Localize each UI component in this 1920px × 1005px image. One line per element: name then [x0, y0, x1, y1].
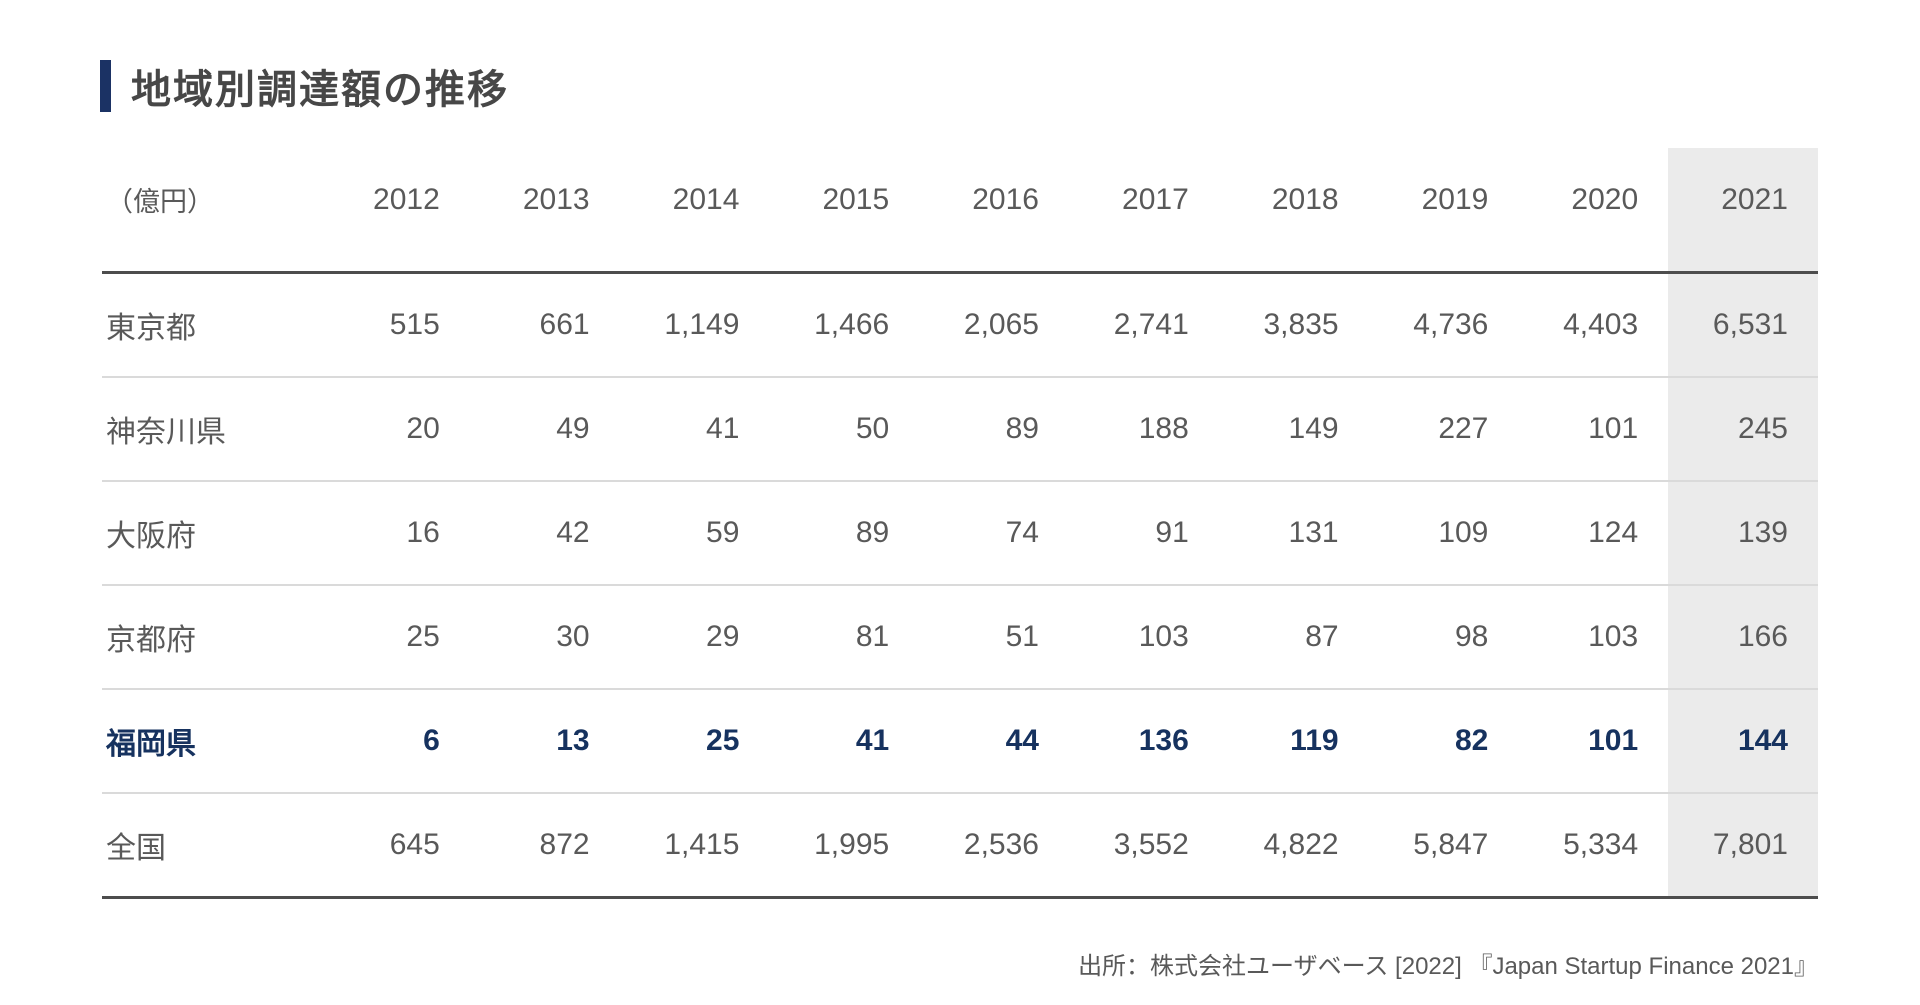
- value-cell: 2,536: [919, 792, 1069, 899]
- value-cell: 44: [919, 688, 1069, 793]
- value-cell: 29: [619, 584, 770, 689]
- value-cell: 2,065: [963, 308, 1039, 341]
- region-label: 福岡県: [102, 688, 320, 793]
- year-header: 2019: [1368, 148, 1519, 274]
- value-cell: 50: [769, 376, 920, 481]
- page-title: 地域別調達額の推移: [131, 68, 509, 112]
- value-cell: 1,415: [619, 792, 770, 899]
- value-cell: 41: [619, 376, 770, 481]
- value-cell: 81: [769, 584, 920, 689]
- value-cell: 74: [919, 480, 1069, 585]
- region-label: 大阪府: [102, 480, 320, 585]
- value-cell: 25: [619, 688, 770, 793]
- unit-label: （億円）: [102, 148, 320, 274]
- year-header: 2020: [1518, 148, 1669, 274]
- region-label: 全国: [102, 792, 320, 899]
- value-cell: 1,149: [664, 308, 740, 341]
- value-cell: 98: [1368, 584, 1519, 689]
- value-cell: 515: [389, 308, 440, 341]
- value-cell: 101: [1518, 376, 1669, 481]
- table-row: 大阪府 16 42 59 89 74 91 131 109 124 139: [102, 480, 1818, 585]
- table-container: （億円） 2012 2013 2014 2015 2016 2017 2018 2019 202…: [102, 148, 1818, 899]
- value-cell: 109: [1368, 480, 1519, 585]
- source-attribution: 出所：株式会社ユーザベース [2022] 『Japan Startup Fina…: [1078, 953, 1818, 980]
- value-cell: 82: [1368, 688, 1519, 793]
- value-cell: 41: [769, 688, 920, 793]
- table-row: 全国 645 872 1,415 1,995 2,536 3,552 4,822 5,847 5,…: [102, 792, 1818, 899]
- value-cell: 30: [469, 584, 620, 689]
- value-cell: 103: [1068, 584, 1219, 689]
- value-cell: 5,847: [1368, 792, 1519, 899]
- value-cell: 89: [919, 376, 1069, 481]
- value-cell: 87: [1218, 584, 1369, 689]
- value-cell: 51: [919, 584, 1069, 689]
- region-label: 東京都: [106, 312, 196, 345]
- year-header: 2017: [1068, 148, 1219, 274]
- table-body: 東京都 515 661 1,149 1,466 2,065 2,741 3,835 4,736 4…: [102, 272, 1818, 899]
- value-cell: 7,801: [1668, 792, 1818, 899]
- value-cell: 6: [320, 688, 470, 793]
- year-header: 2012: [320, 148, 470, 274]
- region-label: 神奈川県: [102, 376, 320, 481]
- page-title-block: 地域別調達額の推移: [100, 57, 509, 115]
- value-cell: 13: [469, 688, 620, 793]
- table-row: 福岡県 6 13 25 41 44 136 119 82 101 144: [102, 688, 1818, 793]
- value-cell: 103: [1518, 584, 1669, 689]
- value-cell: 166: [1668, 584, 1818, 689]
- value-cell: 42: [469, 480, 620, 585]
- value-cell: 188: [1068, 376, 1219, 481]
- value-cell: 59: [619, 480, 770, 585]
- year-header: 2014: [619, 148, 770, 274]
- value-cell: 3,835: [1263, 308, 1339, 341]
- value-cell: 661: [539, 308, 590, 341]
- table-row: 神奈川県 20 49 41 50 89 188 149 227 101 245: [102, 376, 1818, 481]
- value-cell: 5,334: [1518, 792, 1669, 899]
- value-cell: 139: [1668, 480, 1818, 585]
- value-cell: 149: [1218, 376, 1369, 481]
- table-row: 京都府 25 30 29 81 51 103 87 98 103 166: [102, 584, 1818, 689]
- value-cell: 91: [1068, 480, 1219, 585]
- value-cell: 1,995: [769, 792, 920, 899]
- value-cell: 131: [1218, 480, 1369, 585]
- value-cell: 2,741: [1113, 308, 1189, 341]
- value-cell: 4,736: [1413, 308, 1489, 341]
- value-cell: 6,531: [1668, 272, 1818, 377]
- table-header: （億円） 2012 2013 2014 2015 2016 2017 2018 2019 202…: [102, 148, 1818, 274]
- value-cell: 872: [469, 792, 620, 899]
- value-cell: 245: [1668, 376, 1818, 481]
- value-cell: 227: [1368, 376, 1519, 481]
- value-cell: 124: [1518, 480, 1669, 585]
- year-header: 2013: [469, 148, 620, 274]
- value-cell: 4,403: [1563, 308, 1639, 341]
- value-cell: 3,552: [1068, 792, 1219, 899]
- year-header: 2018: [1218, 148, 1369, 274]
- value-cell: 4,822: [1218, 792, 1369, 899]
- value-cell: 16: [320, 480, 470, 585]
- title-accent-bar: [100, 60, 111, 112]
- value-cell: 89: [769, 480, 920, 585]
- value-cell: 136: [1068, 688, 1219, 793]
- year-header: 2016: [919, 148, 1069, 274]
- year-header: 2021: [1668, 148, 1818, 274]
- year-header: 2015: [769, 148, 920, 274]
- funding-table: （億円） 2012 2013 2014 2015 2016 2017 2018 2019 202…: [102, 148, 1818, 899]
- region-label: 京都府: [102, 584, 320, 689]
- value-cell: 119: [1218, 688, 1369, 793]
- value-cell: 1,466: [814, 308, 890, 341]
- value-cell: 25: [320, 584, 470, 689]
- value-cell: 101: [1518, 688, 1669, 793]
- table-header-row: （億円） 2012 2013 2014 2015 2016 2017 2018 2019 202…: [102, 148, 1818, 274]
- table-row: 東京都 515 661 1,149 1,466 2,065 2,741 3,835 4,736 4…: [102, 272, 1818, 377]
- value-cell: 20: [320, 376, 470, 481]
- value-cell: 144: [1668, 688, 1818, 793]
- value-cell: 645: [320, 792, 470, 899]
- value-cell: 49: [469, 376, 620, 481]
